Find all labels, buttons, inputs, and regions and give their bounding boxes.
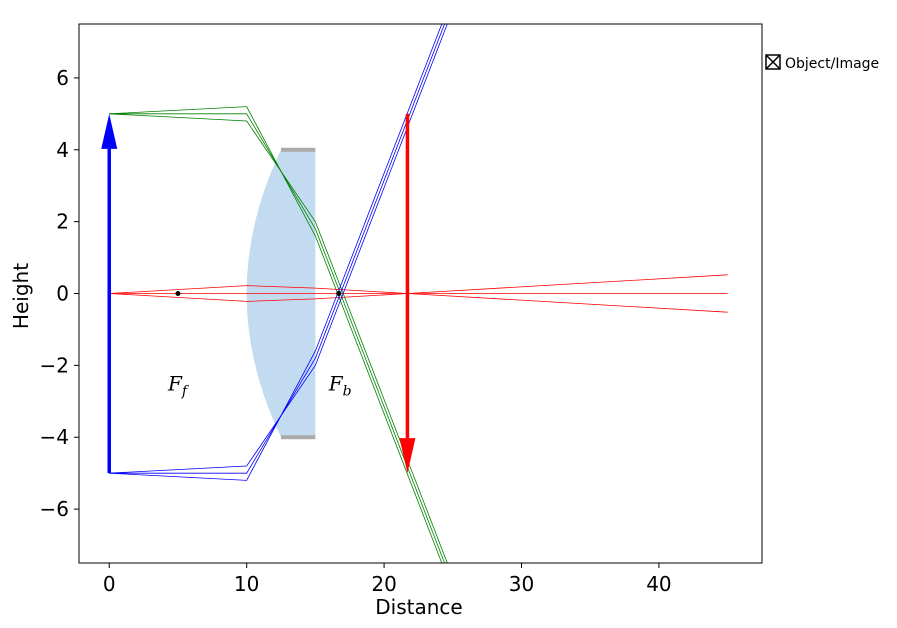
focal-labels: Ff Fb xyxy=(167,371,352,399)
y-tick-label: 6 xyxy=(56,66,69,90)
x-tick-label: 10 xyxy=(234,572,259,596)
focal-point-b xyxy=(336,291,342,296)
x-axis-title: Distance xyxy=(375,595,462,619)
plot-content xyxy=(101,24,728,563)
legend-marker-x-icon xyxy=(765,54,781,70)
y-tick-label: 0 xyxy=(56,282,69,306)
object-arrow-head xyxy=(101,113,118,149)
y-tick-label: 2 xyxy=(56,210,69,234)
image-arrow-head xyxy=(399,438,416,474)
x-tick-label: 0 xyxy=(103,572,116,596)
ray-axis-1 xyxy=(109,274,728,294)
legend-marker-box xyxy=(765,54,781,70)
focal-label-f: Ff xyxy=(167,371,190,399)
y-tick-label: −2 xyxy=(40,353,69,377)
x-tick-label: 30 xyxy=(509,572,534,596)
legend[interactable]: Object/Image xyxy=(765,54,879,72)
y-axis: −6 −4 −2 0 2 4 6 xyxy=(40,66,79,521)
y-tick-label: −6 xyxy=(40,497,69,521)
legend-label: Object/Image xyxy=(785,56,879,72)
x-tick-label: 20 xyxy=(371,572,396,596)
y-axis-title: Height xyxy=(9,263,33,329)
focal-point-f xyxy=(175,291,181,296)
ray-axis-3 xyxy=(109,293,728,313)
y-tick-label: 4 xyxy=(56,138,69,162)
ray-bottom-3 xyxy=(109,24,448,474)
y-tick-label: −4 xyxy=(40,425,69,449)
focal-label-b: Fb xyxy=(328,371,352,399)
x-axis: 0 10 20 30 40 xyxy=(103,563,672,596)
x-tick-label: 40 xyxy=(646,572,671,596)
ray-top-3 xyxy=(109,113,448,563)
